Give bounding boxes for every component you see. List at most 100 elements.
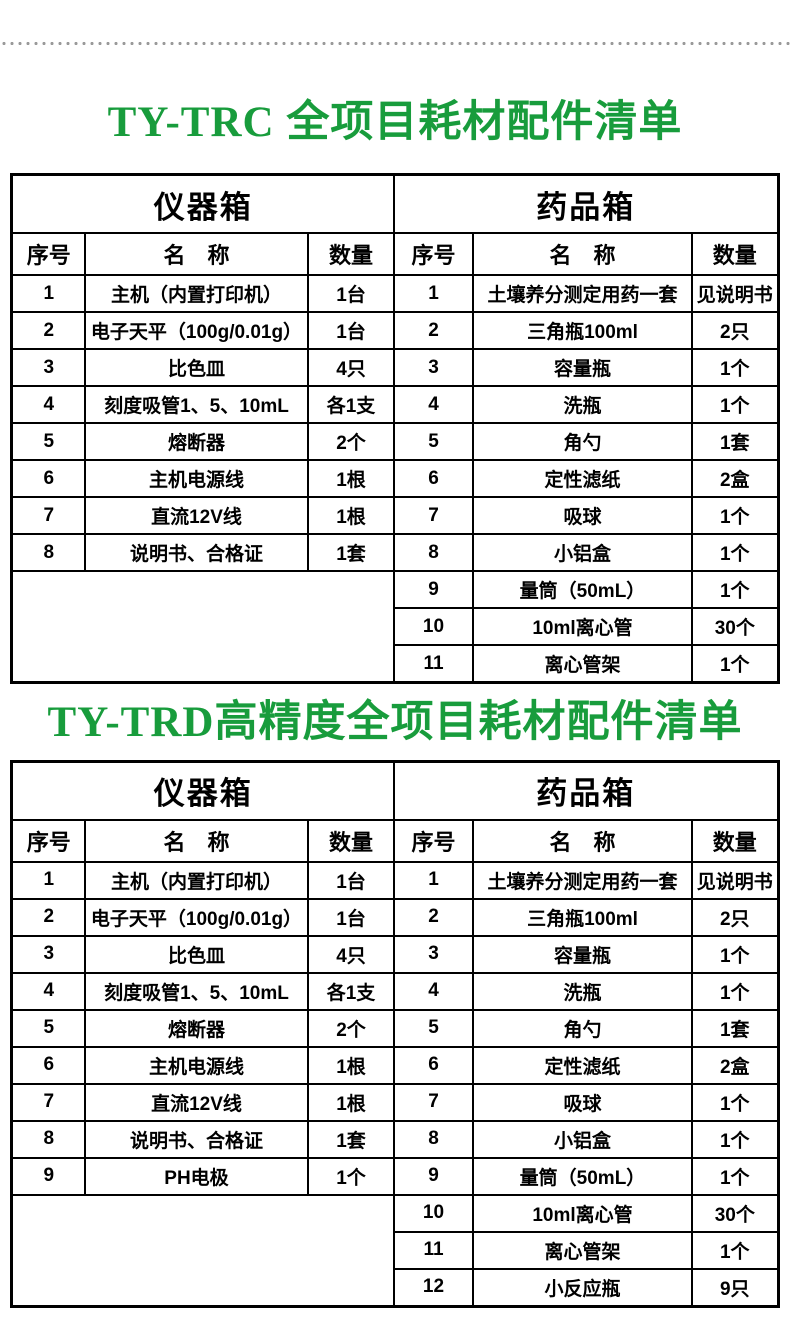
cell-name: 小铝盒 bbox=[472, 533, 693, 573]
cell-index: 11 bbox=[393, 1230, 474, 1270]
cell-name: 比色皿 bbox=[83, 348, 309, 388]
cell-index: 8 bbox=[393, 1119, 474, 1159]
table-row: 4 刻度吸管1、5、10mL 各1支 4 洗瓶 1个 bbox=[10, 971, 780, 1011]
cell-index: 9 bbox=[10, 1156, 86, 1196]
cell-name: 熔断器 bbox=[83, 1008, 309, 1048]
cell-index: 1 bbox=[10, 274, 86, 314]
cell-name: 刻度吸管1、5、10mL bbox=[83, 385, 309, 425]
cell-qty: 1根 bbox=[306, 1045, 396, 1085]
cell-name: 熔断器 bbox=[83, 422, 309, 462]
cell-index: 3 bbox=[10, 934, 86, 974]
cell-name: 量筒（50mL） bbox=[472, 1156, 693, 1196]
cell-index: 2 bbox=[393, 311, 474, 351]
cell-name: 三角瓶100ml bbox=[472, 897, 693, 937]
column-header-index: 序号 bbox=[393, 818, 474, 863]
cell-index: 1 bbox=[393, 860, 474, 900]
cell-name: 量筒（50mL） bbox=[472, 570, 693, 610]
cell-name: 主机（内置打印机） bbox=[83, 860, 309, 900]
trd-accessory-table: 仪器箱 药品箱 序号 名 称 数量 序号 名 称 数量 1 主机（内置打印机） … bbox=[10, 759, 780, 1308]
cell-index: 3 bbox=[10, 348, 86, 388]
cell-index: 8 bbox=[393, 533, 474, 573]
cell-index: 2 bbox=[393, 897, 474, 937]
cell-index: 6 bbox=[10, 1045, 86, 1085]
cell-index: 3 bbox=[393, 348, 474, 388]
cell-index: 4 bbox=[393, 971, 474, 1011]
cell-index: 8 bbox=[10, 533, 86, 573]
cell-qty: 1套 bbox=[690, 1008, 780, 1048]
cell-name: 三角瓶100ml bbox=[472, 311, 693, 351]
column-header-name: 名 称 bbox=[83, 818, 309, 863]
cell-qty: 1套 bbox=[306, 1119, 396, 1159]
table-row: 8 说明书、合格证 1套 8 小铝盒 1个 bbox=[10, 1119, 780, 1159]
column-header-qty: 数量 bbox=[690, 818, 780, 863]
cell-index: 5 bbox=[10, 1008, 86, 1048]
table-row: 7 直流12V线 1根 7 吸球 1个 bbox=[10, 496, 780, 536]
cell-qty: 1个 bbox=[690, 570, 780, 610]
table-row: 9 PH电极 1个 9 量筒（50mL） 1个 bbox=[10, 1156, 780, 1196]
table-row: 9 量筒（50mL） 1个 bbox=[10, 570, 780, 684]
cell-qty: 1套 bbox=[690, 422, 780, 462]
table-row: 6 主机电源线 1根 6 定性滤纸 2盒 bbox=[10, 459, 780, 499]
cell-name: 电子天平（100g/0.01g） bbox=[83, 311, 309, 351]
cell-qty: 1个 bbox=[690, 533, 780, 573]
cell-name: 定性滤纸 bbox=[472, 459, 693, 499]
section-header-row: 仪器箱 药品箱 bbox=[10, 173, 780, 235]
cell-name: 角勺 bbox=[472, 1008, 693, 1048]
cell-qty: 1台 bbox=[306, 860, 396, 900]
empty-merged-cell bbox=[10, 570, 396, 684]
cell-name: 容量瓶 bbox=[472, 934, 693, 974]
cell-index: 1 bbox=[10, 860, 86, 900]
cell-name: 吸球 bbox=[472, 496, 693, 536]
cell-name: 角勺 bbox=[472, 422, 693, 462]
table-row: 2 电子天平（100g/0.01g） 1台 2 三角瓶100ml 2只 bbox=[10, 311, 780, 351]
cell-index: 6 bbox=[10, 459, 86, 499]
cell-qty: 1个 bbox=[690, 1082, 780, 1122]
cell-index: 5 bbox=[393, 422, 474, 462]
cell-name: 主机电源线 bbox=[83, 1045, 309, 1085]
cell-index: 10 bbox=[393, 1193, 474, 1233]
table-row: 11 离心管架 1个 bbox=[12, 1230, 780, 1270]
cell-qty: 1个 bbox=[306, 1156, 396, 1196]
cell-index: 4 bbox=[10, 971, 86, 1011]
section-header-medicine-box: 药品箱 bbox=[392, 173, 780, 235]
cell-name: 吸球 bbox=[472, 1082, 693, 1122]
table-row: 10 10ml离心管 30个 bbox=[10, 1193, 780, 1308]
cell-index: 7 bbox=[10, 1082, 86, 1122]
table-row: 7 直流12V线 1根 7 吸球 1个 bbox=[10, 1082, 780, 1122]
cell-name: 主机（内置打印机） bbox=[83, 274, 309, 314]
cell-name: 比色皿 bbox=[83, 934, 309, 974]
cell-name: 说明书、合格证 bbox=[83, 1119, 309, 1159]
column-header-name: 名 称 bbox=[472, 232, 693, 277]
table-row: 12 小反应瓶 9只 bbox=[12, 1267, 780, 1308]
cell-qty: 1个 bbox=[690, 1156, 780, 1196]
cell-qty: 各1支 bbox=[306, 385, 396, 425]
table-row: 6 主机电源线 1根 6 定性滤纸 2盒 bbox=[10, 1045, 780, 1085]
cell-name: 10ml离心管 bbox=[472, 607, 693, 647]
cell-qty: 2个 bbox=[306, 1008, 396, 1048]
table-row: 1 主机（内置打印机） 1台 1 土壤养分测定用药一套 见说明书 bbox=[10, 274, 780, 314]
cell-qty: 1个 bbox=[690, 1119, 780, 1159]
dotted-divider bbox=[0, 41, 790, 46]
cell-qty: 1台 bbox=[306, 274, 396, 314]
page-title-trd: TY-TRD高精度全项目耗材配件清单 bbox=[47, 699, 743, 747]
cell-qty: 2盒 bbox=[690, 459, 780, 499]
section-header-instrument-box: 仪器箱 bbox=[10, 760, 396, 821]
cell-qty: 2盒 bbox=[690, 1045, 780, 1085]
cell-index: 7 bbox=[393, 1082, 474, 1122]
cell-name: 说明书、合格证 bbox=[83, 533, 309, 573]
table-row: 8 说明书、合格证 1套 8 小铝盒 1个 bbox=[10, 533, 780, 573]
cell-qty: 1个 bbox=[690, 496, 780, 536]
column-header-index: 序号 bbox=[10, 818, 86, 863]
cell-qty: 见说明书 bbox=[690, 274, 780, 314]
section-header-row: 仪器箱 药品箱 bbox=[10, 760, 780, 821]
table-row: 10 10ml离心管 30个 bbox=[12, 607, 780, 647]
cell-qty: 1个 bbox=[690, 644, 780, 684]
cell-name: 10ml离心管 bbox=[472, 1193, 693, 1233]
column-header-qty: 数量 bbox=[306, 232, 396, 277]
cell-index: 5 bbox=[393, 1008, 474, 1048]
cell-index: 9 bbox=[393, 1156, 474, 1196]
cell-index: 3 bbox=[393, 934, 474, 974]
empty-merged-cell bbox=[10, 1193, 396, 1308]
table-row: 11 离心管架 1个 bbox=[12, 644, 780, 684]
cell-name: 容量瓶 bbox=[472, 348, 693, 388]
